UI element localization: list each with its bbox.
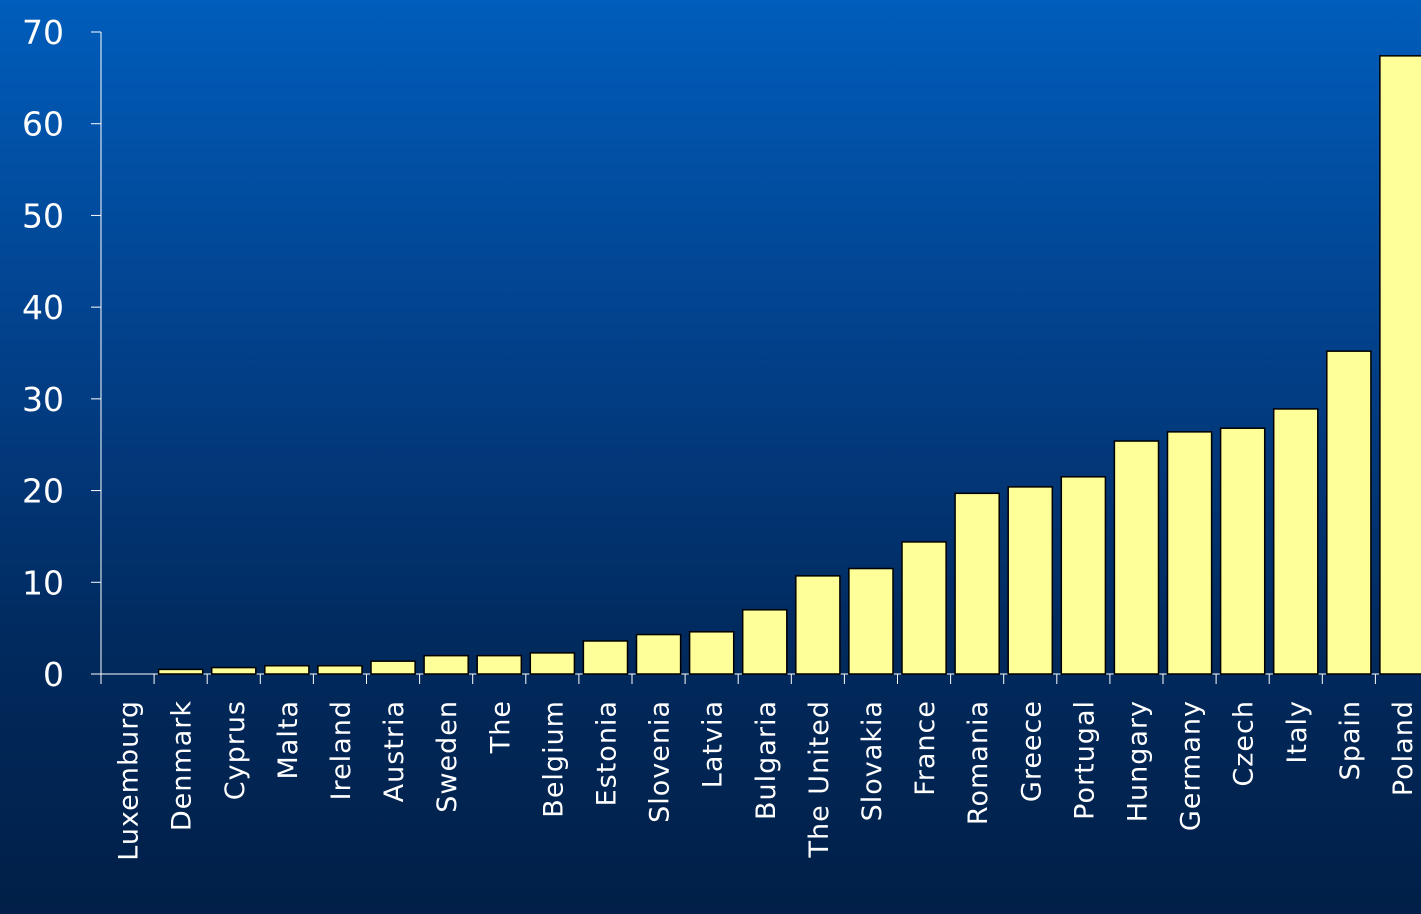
- bar-spain: [1326, 350, 1372, 675]
- x-tick-label: Cyprus: [220, 700, 251, 800]
- bars: [157, 55, 1421, 675]
- y-tick-label: 70: [22, 13, 64, 52]
- y-tick-label: 30: [22, 380, 64, 419]
- x-tick-label: Germany: [1176, 700, 1207, 831]
- x-tick-label: Ireland: [326, 700, 357, 800]
- bar-slovenia: [635, 633, 682, 675]
- bar-italy: [1272, 408, 1319, 675]
- x-tick-label: Italy: [1282, 700, 1313, 764]
- x-tick-label: Denmark: [167, 700, 198, 831]
- y-tick-label: 10: [22, 563, 64, 602]
- bar-slovakia: [848, 567, 894, 675]
- y-tick-label: 40: [22, 288, 64, 327]
- bar-austria: [370, 660, 416, 675]
- x-tick-label: Bulgaria: [751, 700, 782, 820]
- x-tick-label: Estonia: [591, 700, 622, 806]
- x-tick-label: The: [485, 700, 516, 754]
- x-tick-label: Slovenia: [645, 700, 676, 823]
- bar-germany: [1166, 431, 1213, 675]
- bar-bulgaria: [741, 609, 788, 675]
- x-tick-label: Poland: [1388, 700, 1419, 796]
- bar-malta: [264, 664, 310, 675]
- bar-belgium: [529, 652, 576, 675]
- y-tick-label: 60: [22, 105, 64, 144]
- y-tick-label: 0: [43, 655, 64, 694]
- x-tick-label: Spain: [1335, 700, 1366, 780]
- bar-cyprus: [210, 666, 257, 675]
- bar-hungary: [1113, 440, 1160, 675]
- bar-romania: [954, 492, 1000, 675]
- x-tick-label: Portugal: [1069, 700, 1100, 820]
- bar-ireland: [317, 664, 363, 675]
- x-tick-label: Luxemburg: [114, 700, 145, 861]
- bar-the: [476, 654, 523, 675]
- bar-latvia: [688, 631, 735, 675]
- x-tick-label: Romania: [963, 700, 994, 825]
- x-tick-label: France: [910, 700, 941, 796]
- bar-estonia: [582, 640, 629, 675]
- x-tick-label: Sweden: [432, 700, 463, 813]
- y-axis: 0 10 20 30 40 50 60 70: [22, 13, 102, 694]
- bar-the-united: [795, 575, 841, 675]
- bar-sweden: [423, 654, 469, 675]
- y-tick-label: 50: [22, 196, 64, 235]
- bar-greece: [1007, 486, 1054, 675]
- bar-poland: [1379, 55, 1421, 675]
- bar-denmark: [157, 668, 204, 675]
- x-tick-label: Belgium: [538, 700, 569, 818]
- x-tick-label: Malta: [273, 700, 304, 779]
- x-tick-label: Czech: [1229, 700, 1260, 787]
- x-tick-label: Austria: [379, 700, 410, 802]
- x-axis: [100, 673, 1421, 684]
- bar-czech: [1219, 427, 1266, 675]
- bar-portugal: [1060, 476, 1107, 675]
- x-tick-labels: Luxemburg Denmark Cyprus Malta Ireland Austri…: [114, 700, 1419, 861]
- x-tick-label: The United: [804, 700, 835, 859]
- x-tick-label: Latvia: [698, 700, 729, 788]
- x-tick-label: Hungary: [1122, 700, 1153, 822]
- x-tick-label: Slovakia: [857, 700, 888, 821]
- y-tick-label: 20: [22, 472, 64, 511]
- bar-france: [901, 541, 947, 675]
- x-tick-label: Greece: [1016, 700, 1047, 802]
